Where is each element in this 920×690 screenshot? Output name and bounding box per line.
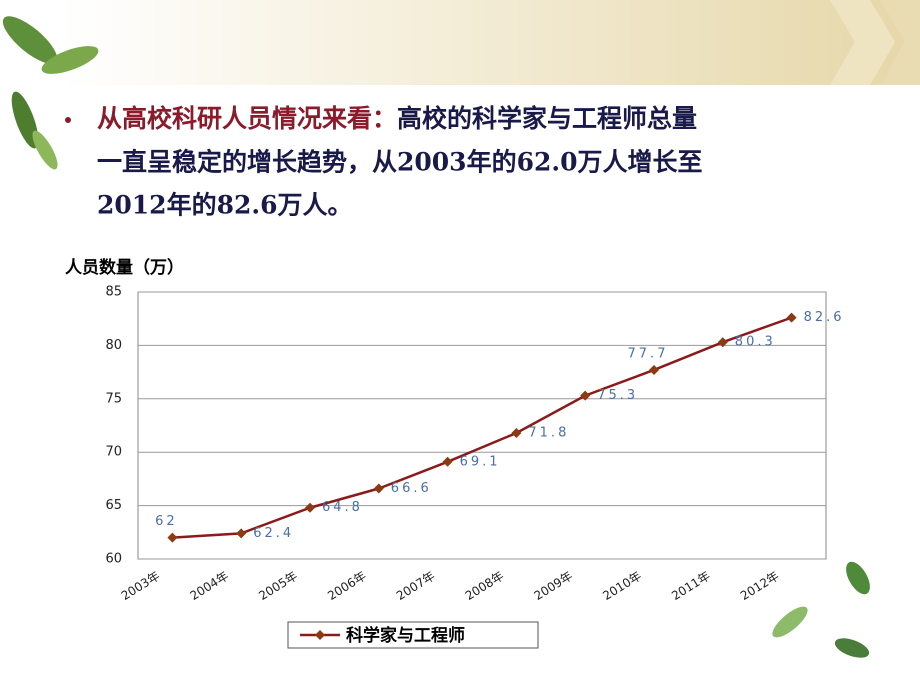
- header-band: [60, 0, 920, 85]
- leaves: [2, 16, 870, 658]
- data-label: 66.6: [391, 481, 432, 496]
- data-label: 71.8: [528, 425, 569, 440]
- data-point: [511, 427, 522, 438]
- y-tick-label: 65: [105, 498, 122, 513]
- chevron: [880, 0, 920, 85]
- y-tick-label: 75: [105, 391, 122, 406]
- data-label: 77.7: [628, 346, 669, 361]
- data-point: [442, 456, 453, 467]
- x-tick-label: 2008年: [463, 569, 507, 603]
- data-label: 64.8: [322, 500, 363, 515]
- data-label: 62: [155, 514, 178, 529]
- x-tick-label: 2006年: [325, 569, 369, 603]
- x-tick-label: 2009年: [532, 569, 576, 603]
- data-line: [172, 316, 793, 539]
- data-label: 82.6: [804, 310, 845, 325]
- data-point: [580, 390, 591, 401]
- bullet-body: 高校的科学家与工程师总量: [397, 104, 697, 133]
- y-tick-label: 85: [105, 285, 122, 300]
- data-point: [786, 312, 797, 323]
- x-tick-label: 2007年: [394, 569, 438, 603]
- data-point: [167, 532, 178, 543]
- y-tick-label: 60: [105, 552, 122, 567]
- bullet-lead: 从高校科研人员情况来看：: [97, 104, 397, 133]
- x-tick-label: 2004年: [188, 569, 232, 603]
- x-tick-label: 2003年: [119, 569, 163, 603]
- x-tick-label: 2012年: [738, 569, 782, 603]
- legend: 科学家与工程师: [287, 621, 539, 649]
- y-tick-label: 70: [105, 445, 122, 460]
- chevron: [830, 0, 895, 85]
- bullet-text: 从高校科研人员情况来看：高校的科学家与工程师总量: [97, 104, 697, 133]
- data-point: [236, 528, 247, 539]
- x-tick-label: 2005年: [256, 569, 300, 603]
- data-label: 62.4: [253, 526, 294, 541]
- legend-label: 科学家与工程师: [346, 625, 465, 646]
- data-point: [649, 364, 659, 375]
- x-tick-label: 2011年: [669, 569, 713, 603]
- data-point: [373, 483, 384, 494]
- y-axis-title: 人员数量（万）: [65, 257, 184, 278]
- data-label: 69.1: [460, 454, 501, 469]
- data-point: [717, 337, 728, 348]
- data-point: [305, 502, 315, 513]
- legend-marker: [315, 630, 325, 640]
- data-label: 75.3: [597, 388, 638, 403]
- bullet-body: 一直呈稳定的增长趋势，从2003年的62.0万人增长至: [97, 148, 702, 177]
- plot-area: [137, 291, 827, 560]
- bullet: [65, 117, 71, 123]
- data-label: 80.3: [735, 335, 776, 350]
- bullet-body: 2012年的82.6万人。: [97, 191, 352, 220]
- x-tick-label: 2010年: [600, 569, 644, 603]
- y-tick-label: 80: [105, 338, 122, 353]
